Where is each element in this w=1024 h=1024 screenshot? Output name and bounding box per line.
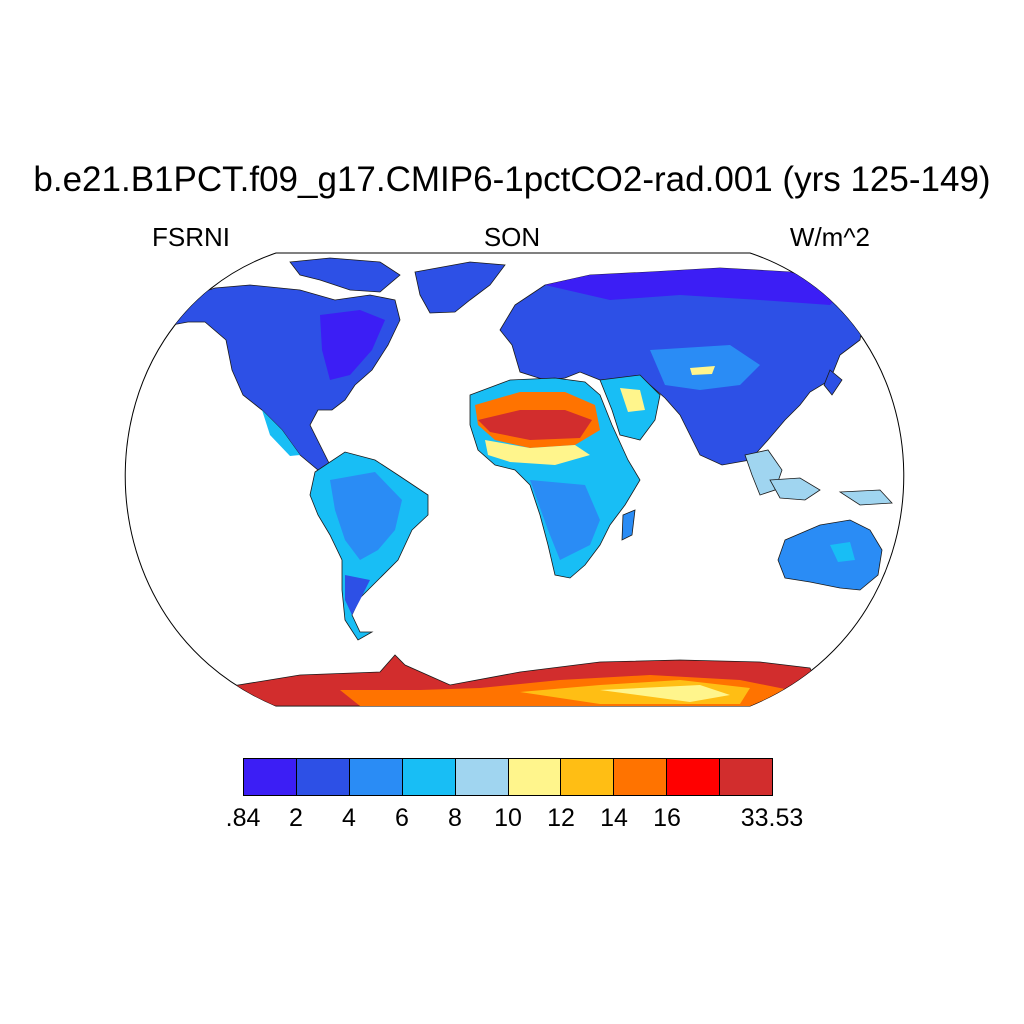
new-guinea bbox=[838, 489, 893, 506]
mexico-light bbox=[262, 410, 300, 456]
sahara-red bbox=[478, 410, 592, 440]
colorbar-label-4: 8 bbox=[448, 804, 462, 832]
colorbar-label-3: 6 bbox=[395, 804, 409, 832]
colorbar-label-0: .84 bbox=[225, 804, 261, 832]
antarctica-pale bbox=[600, 685, 730, 702]
colorbar-box-2 bbox=[349, 759, 403, 795]
colorbar-labels: .84 2 4 6 8 10 12 14 16 33.53 bbox=[0, 804, 1024, 838]
colorbar-label-8: 16 bbox=[653, 804, 681, 832]
colorbar-label-9: 33.53 bbox=[740, 804, 804, 832]
colorbar-box-9 bbox=[720, 759, 773, 795]
indonesia bbox=[769, 477, 821, 501]
colorbar-box-4 bbox=[455, 759, 509, 795]
season-label: SON bbox=[483, 222, 541, 252]
australia-interior bbox=[830, 542, 855, 562]
eurasia-north bbox=[545, 268, 845, 305]
south-america-south bbox=[345, 575, 370, 615]
arctic-islands bbox=[289, 257, 401, 293]
madagascar bbox=[621, 509, 636, 541]
middle-east-yellow bbox=[620, 388, 645, 412]
colorbar-label-7: 14 bbox=[600, 804, 628, 832]
north-america-east bbox=[320, 310, 385, 380]
colorbar-label-2: 4 bbox=[342, 804, 356, 832]
colorbar-box-0 bbox=[244, 759, 297, 795]
south-america-interior bbox=[330, 472, 402, 560]
colorbar-label-1: 2 bbox=[289, 804, 303, 832]
colorbar-box-6 bbox=[561, 759, 615, 795]
colorbar-box-1 bbox=[296, 759, 350, 795]
colorbar-box-8 bbox=[667, 759, 721, 795]
greenland bbox=[414, 261, 506, 314]
colorbar bbox=[243, 758, 773, 796]
colorbar-box-5 bbox=[508, 759, 562, 795]
colorbar-label-5: 10 bbox=[494, 804, 522, 832]
sahel-yellow bbox=[485, 440, 590, 465]
colorbar-box-7 bbox=[614, 759, 668, 795]
tibet-yellow bbox=[690, 366, 715, 375]
australia bbox=[777, 519, 883, 591]
units-label: W/m^2 bbox=[789, 222, 870, 252]
variable-label: FSRNI bbox=[152, 222, 230, 252]
map-title: b.e21.B1PCT.f09_g17.CMIP6-1pctCO2-rad.00… bbox=[33, 160, 991, 199]
new-zealand bbox=[884, 574, 904, 613]
japan bbox=[823, 369, 843, 396]
colorbar-box-3 bbox=[402, 759, 456, 795]
central-africa bbox=[530, 480, 600, 560]
colorbar-label-6: 12 bbox=[547, 804, 575, 832]
